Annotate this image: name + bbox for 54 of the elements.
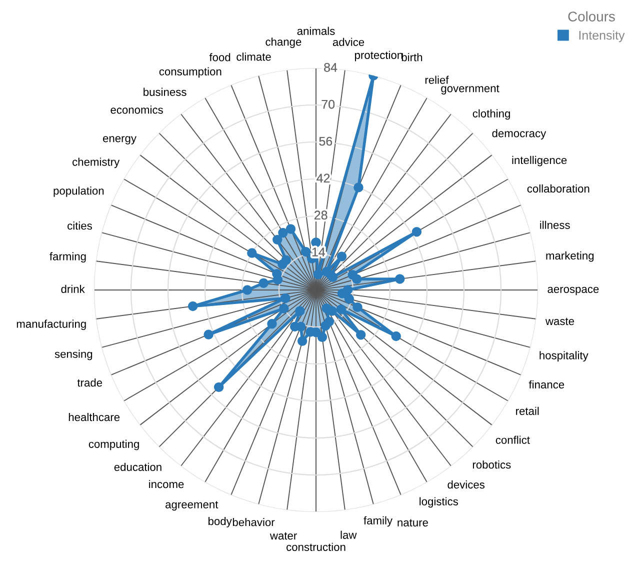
spoke-label: birth (402, 53, 422, 62)
spoke-label: protection (355, 50, 402, 62)
spoke-label: change (266, 38, 302, 48)
spoke-label: aerospace (548, 286, 599, 296)
spoke-label: income (149, 480, 184, 488)
spoke-label: waste (545, 318, 574, 326)
spoke-label: animals (297, 26, 335, 35)
spoke-label: behavior (232, 518, 275, 526)
spoke-label: logistics (420, 497, 458, 508)
spoke-label: energy (102, 136, 136, 144)
spoke-label: collaboration (527, 184, 590, 193)
spoke-label: chemistry (72, 158, 120, 168)
spoke-label: water (270, 532, 297, 540)
spoke-label: robotics (472, 460, 511, 469)
spoke-label: clothing (472, 109, 510, 120)
spoke-label: advice (332, 38, 364, 46)
spoke-label: democracy (492, 129, 546, 140)
spoke-label: climate (236, 52, 271, 61)
spoke-label: illness (540, 220, 570, 229)
spoke-label: computing (88, 440, 139, 450)
spoke-label: body (208, 516, 232, 528)
spoke-label: population (54, 186, 104, 197)
spoke-label: economics (110, 106, 163, 114)
y-tick-label: 70 (322, 100, 335, 109)
spoke-label: agreement (166, 501, 218, 511)
spoke-label: relief (425, 76, 449, 84)
spoke-label: conflict (496, 436, 530, 444)
spoke-label: consumption (159, 67, 222, 78)
spoke-label: marketing (546, 251, 594, 262)
spoke-label: construction (286, 542, 346, 551)
spoke-label: nature (398, 519, 428, 526)
spoke-label: government (441, 84, 500, 94)
spoke-label: devices (448, 480, 485, 489)
spoke-label: trade (77, 378, 102, 387)
spoke-label: retail (516, 406, 539, 416)
spoke-label: family (364, 516, 393, 527)
spoke-label: cities (68, 222, 92, 230)
spoke-label: hospitality (540, 351, 588, 362)
spoke-label: healthcare (68, 412, 120, 422)
spoke-label: food (209, 53, 230, 62)
y-tick-label: 42 (316, 174, 330, 182)
y-tick-label: 56 (319, 136, 332, 146)
spoke-label: intelligence (512, 156, 567, 166)
spoke-label: business (144, 88, 186, 96)
legend-label: Intensity (579, 30, 625, 42)
legend-title: Colours (568, 11, 615, 22)
spoke-label: manufacturing (16, 320, 86, 330)
spoke-label: law (340, 530, 357, 539)
spoke-label: sensing (54, 350, 92, 360)
spoke-label: finance (528, 380, 564, 389)
spoke-label: drink (61, 284, 85, 293)
spoke-label: education (114, 462, 162, 472)
y-tick-label: 84 (324, 62, 338, 72)
spoke-label: farming (50, 252, 86, 263)
